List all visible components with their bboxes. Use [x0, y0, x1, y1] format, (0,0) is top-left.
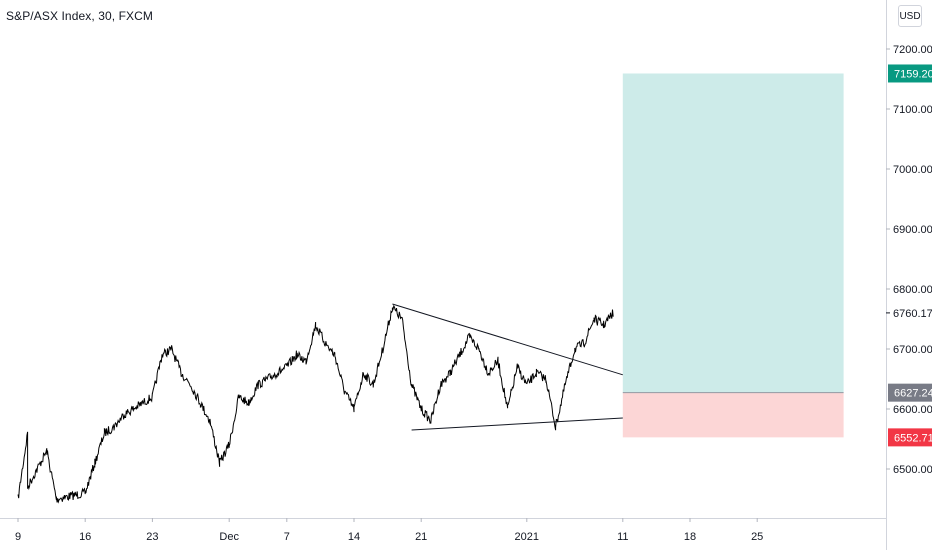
y-tick-label: 6600.00 [893, 404, 932, 416]
x-tick-label: 9 [15, 531, 21, 543]
x-tick-label: 25 [751, 531, 763, 543]
stop-zone[interactable] [622, 392, 844, 438]
y-tick-label: 7200.00 [893, 44, 932, 56]
y-tick-label: 7100.00 [893, 104, 932, 116]
x-tick-label: 18 [684, 531, 696, 543]
trendline-1[interactable] [392, 303, 623, 376]
target-price-tag-bg [888, 64, 932, 83]
y-tick-label: 6700.00 [893, 344, 932, 356]
x-tick-label: 23 [146, 531, 158, 543]
price-series [17, 304, 614, 504]
entry-price-tag-bg [888, 383, 932, 402]
price-tags: 7159.20 6627.24 6552.71 6760.17 [886, 64, 932, 447]
target-price-tag: 7159.20 [894, 68, 932, 80]
x-tick-label: 14 [348, 531, 360, 543]
target-zone[interactable] [622, 73, 844, 393]
stop-price-tag: 6552.71 [894, 432, 932, 444]
price-line [17, 304, 614, 504]
y-tick-label: 7000.00 [893, 164, 932, 176]
y-tick-label: 6800.00 [893, 284, 932, 296]
y-tick-label: 6900.00 [893, 224, 932, 236]
last-price-label: 6760.17 [893, 308, 932, 320]
entry-price-tag: 6627.24 [894, 388, 932, 400]
long-position-tool[interactable] [622, 73, 844, 438]
x-tick-label: 21 [415, 531, 427, 543]
x-tick-label: 16 [79, 531, 91, 543]
x-tick-label: 2021 [515, 531, 539, 543]
stop-price-tag-bg [888, 428, 932, 447]
trendlines[interactable] [392, 303, 623, 431]
currency-button[interactable]: USD [898, 5, 922, 27]
chart-title: S&P/ASX Index, 30, FXCM [6, 9, 154, 23]
x-tick-label: 11 [617, 531, 628, 543]
x-tick-label: Dec [219, 531, 239, 543]
x-tick-label: 7 [284, 531, 290, 543]
y-tick-label: 6500.00 [893, 464, 932, 476]
trendline-2[interactable] [411, 417, 623, 431]
